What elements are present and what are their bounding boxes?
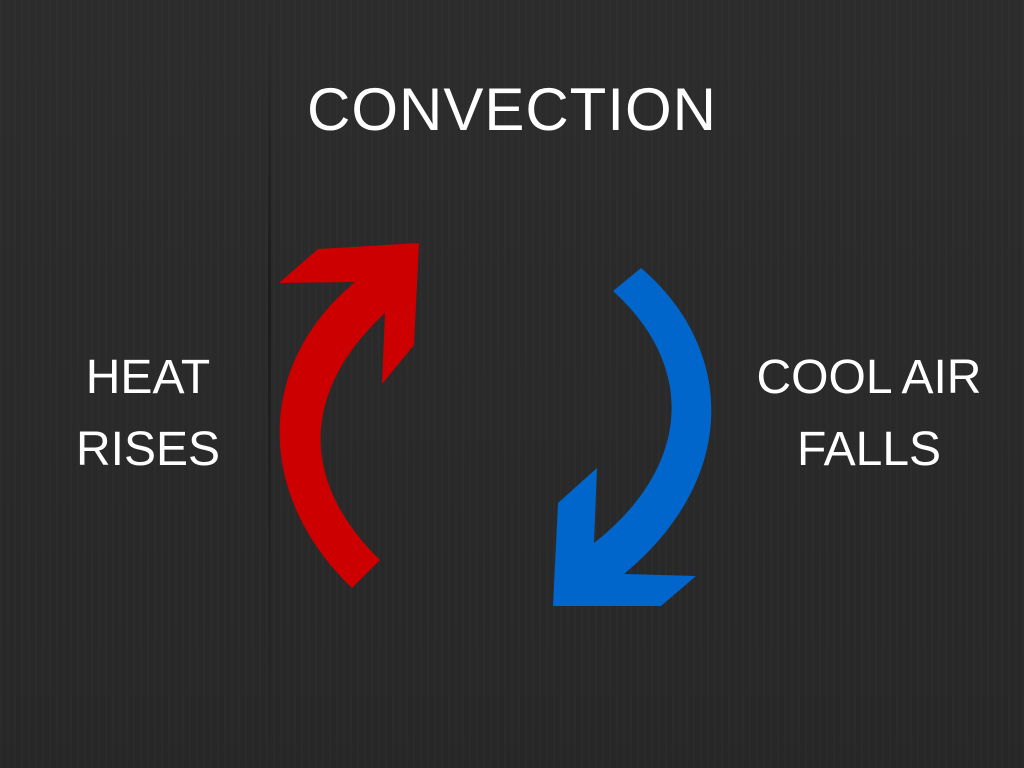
- cool-air-falls-line-1: COOL AIR: [756, 351, 982, 404]
- curved-arrow-up-icon: [279, 243, 419, 588]
- heat-rises-label: HEAT RISES: [48, 342, 248, 486]
- heat-rises-line-2: RISES: [75, 423, 221, 476]
- cool-air-falls-label: COOL AIR FALLS: [724, 342, 1014, 486]
- heat-rises-line-1: HEAT: [85, 351, 211, 404]
- falling-arrow-shape: [553, 268, 712, 606]
- wood-grain-line: [268, 0, 271, 768]
- diagram-title: CONVECTION: [306, 76, 718, 143]
- curved-arrow-down-icon: [553, 268, 712, 606]
- rising-arrow-shape: [279, 243, 419, 588]
- cool-air-falls-line-2: FALLS: [796, 423, 942, 476]
